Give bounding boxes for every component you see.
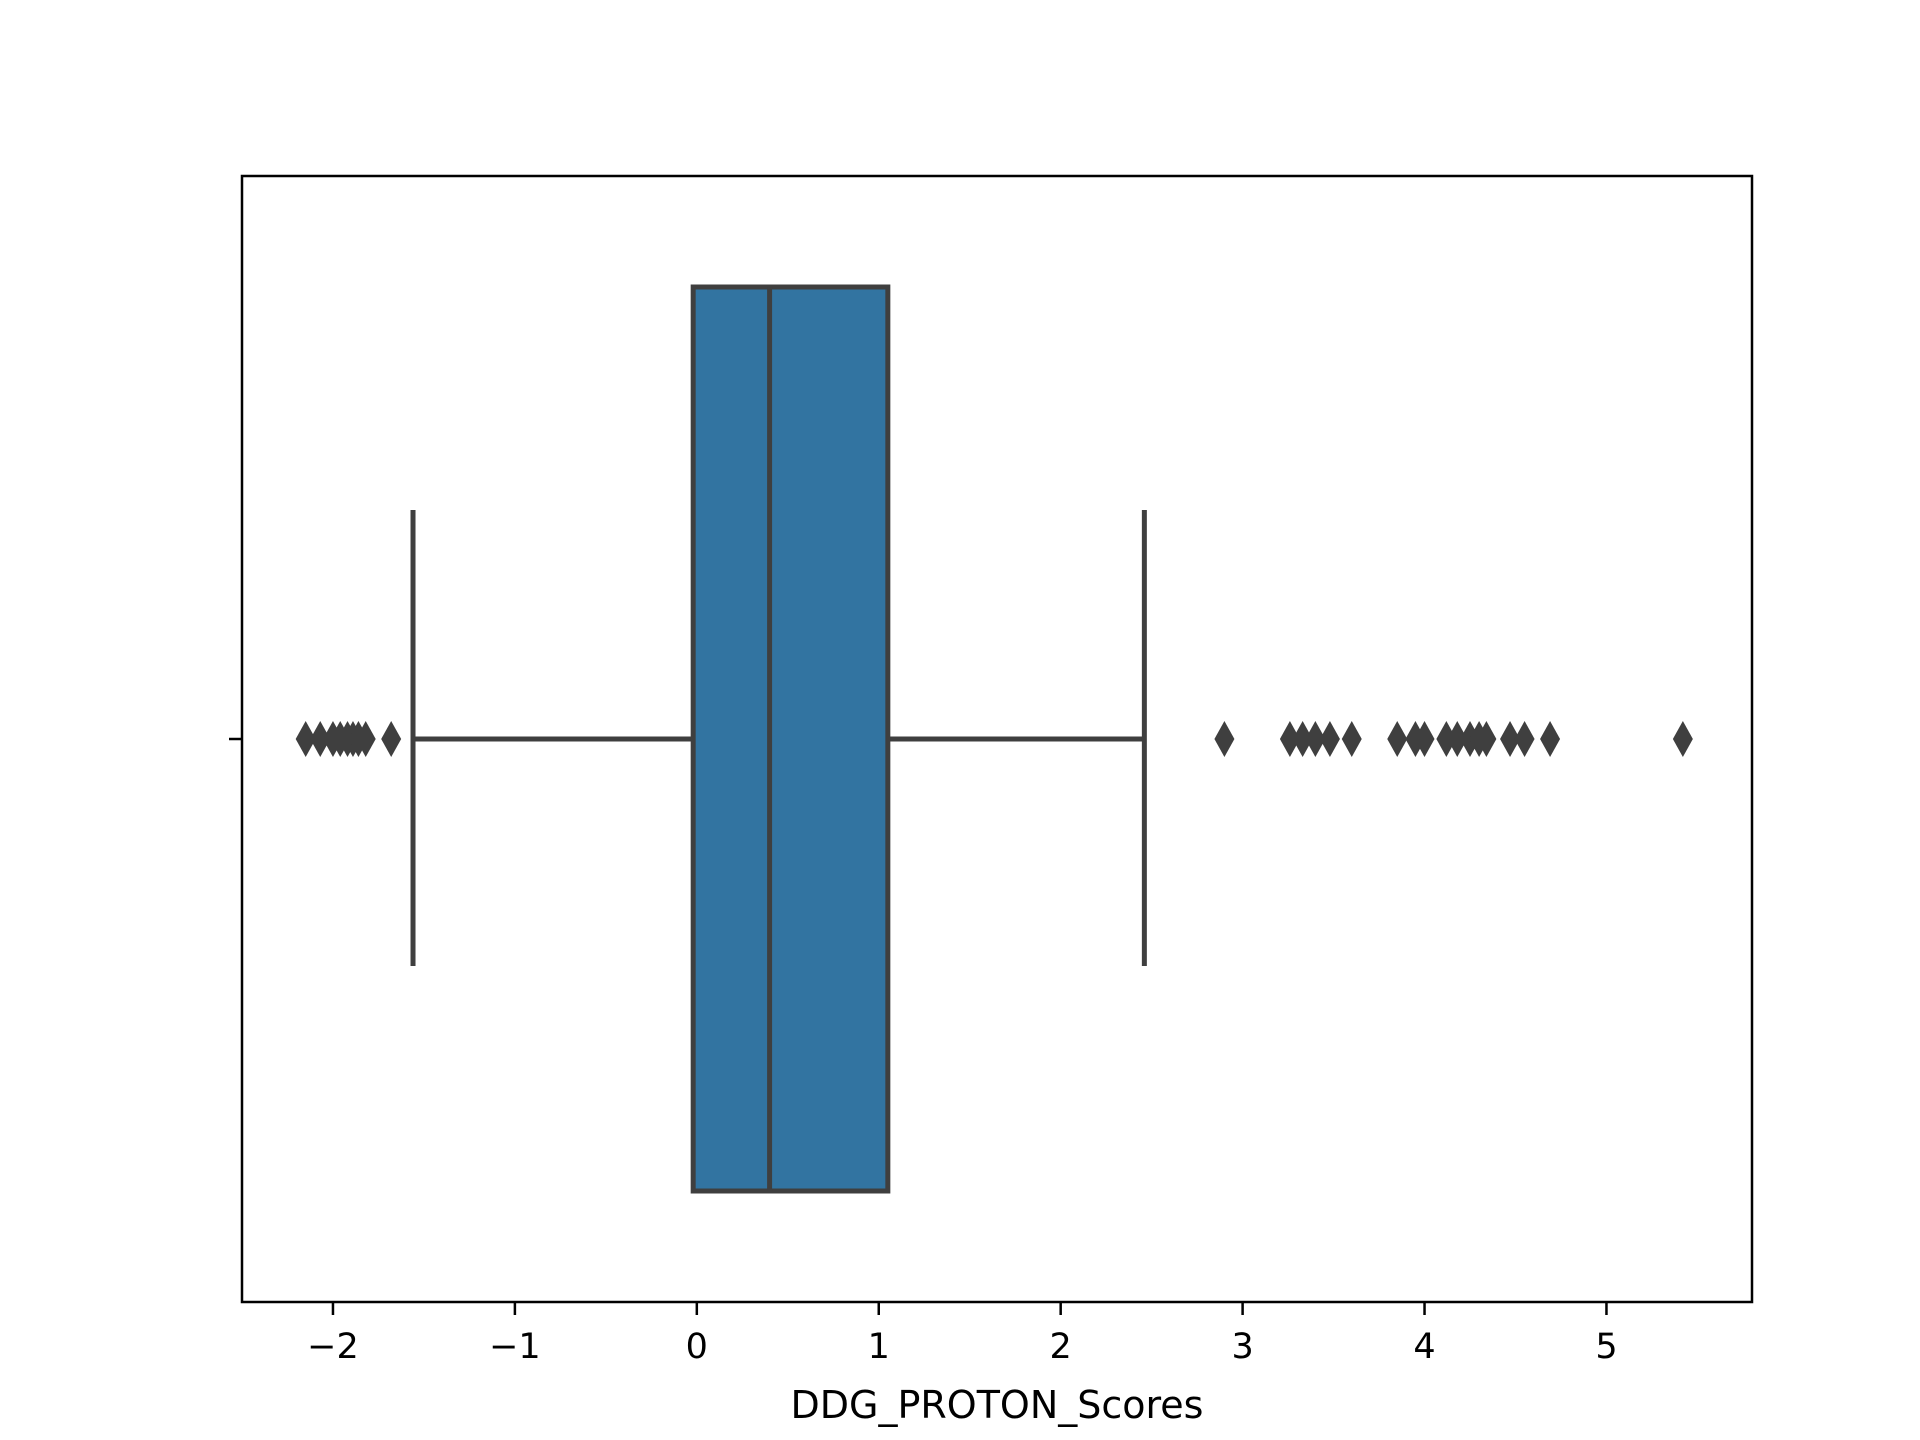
outlier-point (1214, 721, 1235, 757)
outlier-point (1341, 721, 1362, 757)
x-tick-label: −2 (307, 1327, 359, 1367)
outlier-point (1279, 721, 1300, 757)
outlier-point (1672, 721, 1693, 757)
outlier-point (381, 721, 402, 757)
outlier-point (1514, 721, 1535, 757)
x-tick-label: −1 (489, 1327, 541, 1367)
outlier-point (355, 721, 376, 757)
outlier-point (295, 721, 316, 757)
outlier-point (1447, 721, 1468, 757)
plot-area (295, 284, 1693, 1194)
outlier-point (1414, 721, 1435, 757)
iqr-box (690, 284, 891, 1194)
outlier-point (1476, 721, 1497, 757)
x-axis-label: DDG_PROTON_Scores (791, 1383, 1204, 1427)
outlier-point (1387, 721, 1408, 757)
outlier-point (310, 721, 331, 757)
outlier-point (1305, 721, 1326, 757)
outlier-point (1500, 721, 1521, 757)
outlier-point (1436, 721, 1457, 757)
outlier-point (1540, 721, 1561, 757)
outlier-point (1319, 721, 1340, 757)
x-tick-label: 5 (1595, 1327, 1617, 1367)
x-tick-label: 2 (1050, 1327, 1072, 1367)
x-tick-label: 3 (1231, 1327, 1253, 1367)
outlier-point (1292, 721, 1313, 757)
x-tick-label: 4 (1413, 1327, 1435, 1367)
x-tick-label: 1 (868, 1327, 890, 1367)
x-tick-label: 0 (686, 1327, 708, 1367)
x-ticks: −2 −1 0 1 2 3 4 5 (307, 1302, 1618, 1367)
